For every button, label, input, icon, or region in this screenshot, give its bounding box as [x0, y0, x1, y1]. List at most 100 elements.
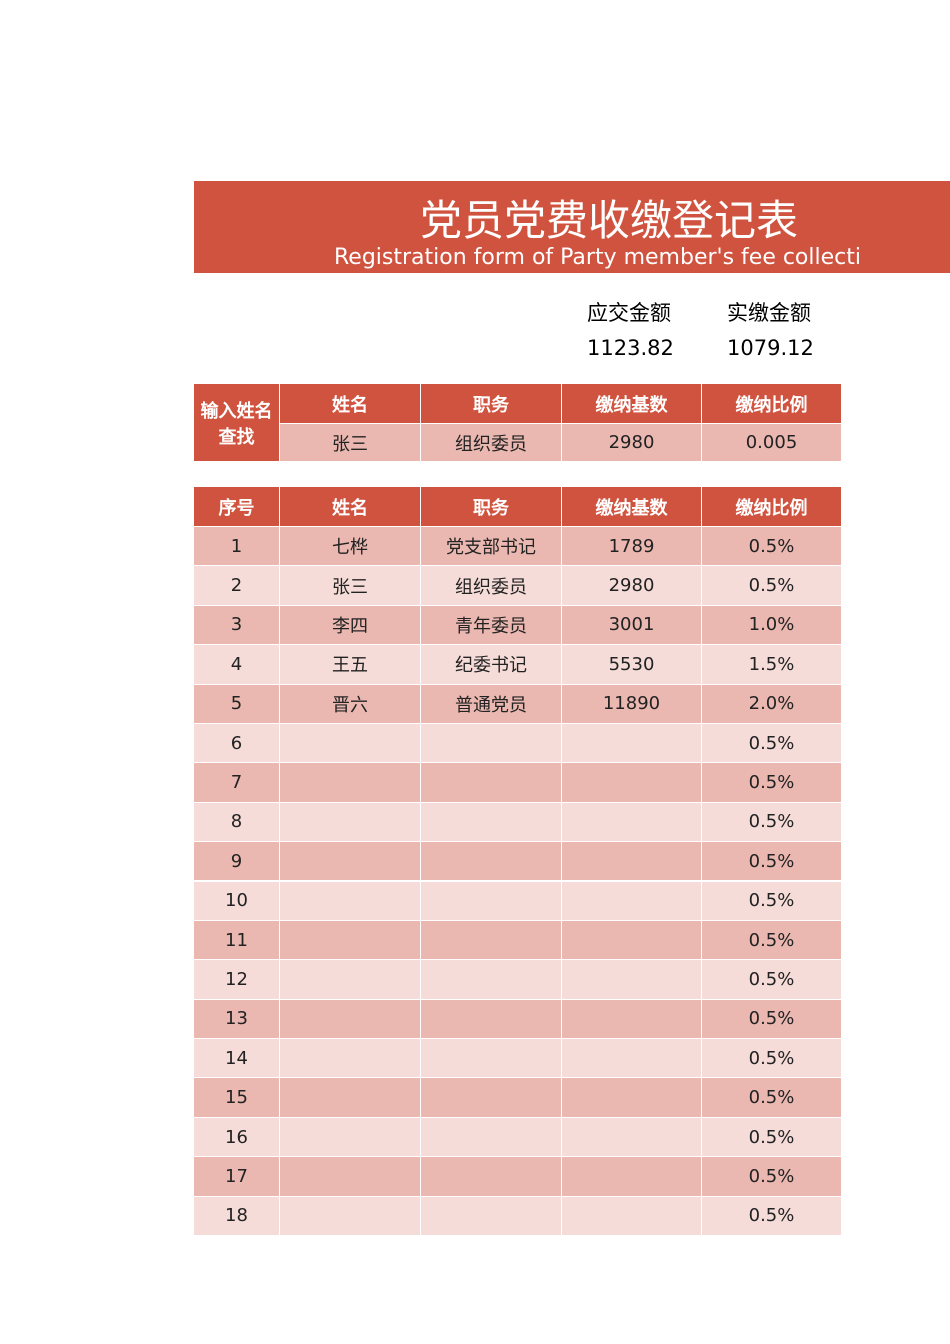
table-cell: 3001: [562, 605, 702, 646]
lookup-cell: 组织委员: [421, 424, 562, 462]
table-cell: 0.5%: [702, 763, 842, 803]
table-cell: 3: [194, 605, 280, 646]
table-cell: 8: [194, 802, 280, 843]
table-cell: 2980: [562, 566, 702, 606]
table-cell: [421, 842, 562, 882]
table-cell: 5: [194, 684, 280, 724]
table-cell: 纪委书记: [421, 645, 562, 685]
table-cell: [421, 802, 562, 843]
column-header: 缴纳基数: [562, 384, 702, 424]
table-cell: 1.0%: [702, 605, 842, 646]
table-cell: 青年委员: [421, 605, 562, 646]
table-cell: [562, 842, 702, 882]
table-cell: [562, 1117, 702, 1158]
lookup-cell: 张三: [280, 424, 421, 462]
table-cell: 4: [194, 645, 280, 685]
table-cell: 5530: [562, 645, 702, 685]
table-cell: 0.5%: [702, 1078, 842, 1118]
table-cell: 9: [194, 842, 280, 882]
table-cell: [421, 960, 562, 1000]
column-header: 缴纳比例: [702, 487, 842, 527]
table-cell: 6: [194, 723, 280, 764]
table-cell: 0.5%: [702, 1039, 842, 1079]
table-cell: 0.5%: [702, 881, 842, 921]
table-cell: 17: [194, 1157, 280, 1197]
table-cell: [421, 1039, 562, 1079]
table-cell: 2.0%: [702, 684, 842, 724]
summary-label: 应交金额: [587, 301, 671, 325]
table-cell: [562, 1157, 702, 1197]
table-cell: 10: [194, 881, 280, 921]
table-cell: 1: [194, 527, 280, 567]
table-cell: [562, 763, 702, 803]
table-cell: 0.5%: [702, 1117, 842, 1158]
table-cell: [421, 920, 562, 961]
table-cell: [280, 881, 421, 921]
table-cell: [280, 802, 421, 843]
table-cell: 0.5%: [702, 920, 842, 961]
table-cell: 普通党员: [421, 684, 562, 724]
table-cell: 16: [194, 1117, 280, 1158]
table-cell: [562, 723, 702, 764]
table-cell: [280, 1157, 421, 1197]
column-header: 姓名: [280, 384, 421, 424]
table-cell: 14: [194, 1039, 280, 1079]
table-cell: 2: [194, 566, 280, 606]
table-cell: [280, 723, 421, 764]
table-cell: [562, 1196, 702, 1236]
table-cell: 11890: [562, 684, 702, 724]
table-cell: [421, 881, 562, 921]
table-cell: 李四: [280, 605, 421, 646]
column-header: 职务: [421, 487, 562, 527]
table-cell: 0.5%: [702, 1157, 842, 1197]
table-cell: [562, 920, 702, 961]
table-cell: [280, 960, 421, 1000]
table-cell: [562, 802, 702, 843]
table-cell: [421, 1157, 562, 1197]
table-cell: [562, 881, 702, 921]
summary-value: 1123.82: [587, 336, 674, 360]
table-cell: [280, 842, 421, 882]
lookup-label: 输入姓名查找: [194, 384, 280, 462]
table-cell: [421, 763, 562, 803]
lookup-cell: 2980: [562, 424, 702, 462]
table-cell: 晋六: [280, 684, 421, 724]
table-cell: 0.5%: [702, 723, 842, 764]
table-cell: [562, 960, 702, 1000]
table-cell: 12: [194, 960, 280, 1000]
summary-value: 1079.12: [727, 336, 814, 360]
table-cell: 党支部书记: [421, 527, 562, 567]
title: 党员党费收缴登记表: [419, 196, 798, 245]
table-cell: [421, 999, 562, 1040]
table-cell: [562, 999, 702, 1040]
table-cell: 18: [194, 1196, 280, 1236]
table-cell: 0.5%: [702, 999, 842, 1040]
table-cell: [280, 920, 421, 961]
table-cell: [421, 723, 562, 764]
table-cell: 0.5%: [702, 842, 842, 882]
table-cell: 7: [194, 763, 280, 803]
table-cell: [421, 1078, 562, 1118]
lookup-cell: 0.005: [702, 424, 842, 462]
column-header: 缴纳比例: [702, 384, 842, 424]
column-header: 姓名: [280, 487, 421, 527]
table-cell: 13: [194, 999, 280, 1040]
table-cell: [280, 1196, 421, 1236]
column-header: 缴纳基数: [562, 487, 702, 527]
header-band: 党员党费收缴登记表 Registration form of Party mem…: [194, 181, 950, 273]
summary-label: 实缴金额: [727, 301, 811, 325]
table-cell: 七桦: [280, 527, 421, 567]
table-cell: 0.5%: [702, 1196, 842, 1236]
table-cell: [280, 1039, 421, 1079]
table-cell: 1.5%: [702, 645, 842, 685]
table-cell: 王五: [280, 645, 421, 685]
table-cell: 0.5%: [702, 960, 842, 1000]
column-header: 序号: [194, 487, 280, 527]
table-cell: [421, 1117, 562, 1158]
table-cell: [562, 1078, 702, 1118]
table-cell: [280, 999, 421, 1040]
table-cell: [280, 1078, 421, 1118]
column-header: 职务: [421, 384, 562, 424]
table-cell: 0.5%: [702, 527, 842, 567]
